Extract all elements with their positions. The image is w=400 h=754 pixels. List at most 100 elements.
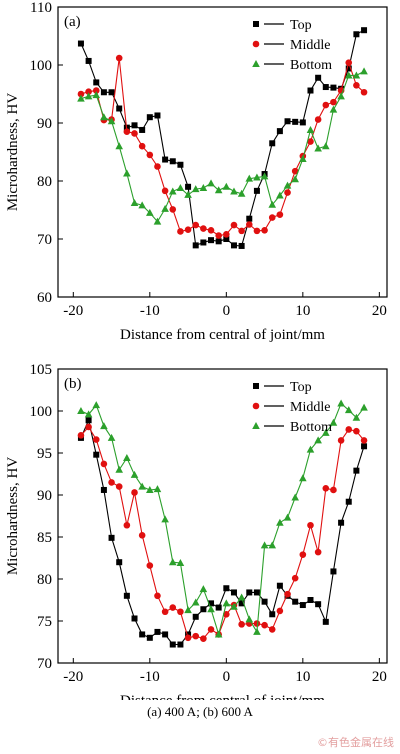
data-point — [200, 225, 207, 232]
data-point — [162, 631, 169, 638]
data-point — [268, 214, 276, 221]
data-point — [253, 589, 260, 596]
data-point — [199, 585, 208, 593]
y-tick-label: 90 — [37, 488, 52, 504]
y-tick-label: 75 — [37, 614, 52, 630]
y-axis-label: Microhardness, HV — [5, 457, 21, 575]
data-point — [115, 142, 124, 150]
data-point — [223, 585, 230, 592]
y-tick-label: 100 — [30, 58, 53, 74]
data-point — [223, 231, 230, 238]
data-point — [123, 454, 131, 462]
data-point — [330, 98, 337, 106]
series-line — [80, 402, 365, 637]
data-point — [177, 161, 184, 168]
series-top — [77, 417, 368, 648]
data-point — [283, 181, 292, 189]
data-point — [215, 238, 222, 245]
data-point — [168, 187, 177, 195]
data-point — [115, 465, 124, 473]
data-point — [131, 130, 138, 137]
data-point — [245, 174, 254, 182]
data-point — [361, 443, 368, 450]
data-point — [77, 407, 85, 414]
data-point — [330, 84, 337, 91]
data-point — [238, 227, 245, 235]
data-point — [268, 200, 277, 208]
chart-panel-1: 60 70 80 90 100 110 -20 -10 0 10 20 Distance from c… — [5, 0, 388, 343]
x-tick-label: -20 — [63, 303, 83, 319]
x-tick-label: -10 — [140, 669, 160, 685]
data-point — [307, 597, 314, 603]
legend-entry-bottom: Bottom — [290, 420, 332, 435]
data-point — [330, 486, 337, 494]
data-point — [307, 87, 314, 94]
data-point — [199, 183, 208, 191]
data-point — [77, 90, 85, 98]
data-point — [330, 568, 337, 575]
data-point — [100, 460, 108, 468]
data-point — [146, 485, 154, 493]
data-point — [192, 221, 200, 229]
data-point — [138, 482, 146, 490]
data-point — [284, 118, 291, 125]
x-axis-label: Distance from central of joint/mm — [120, 693, 325, 700]
data-point — [260, 172, 269, 180]
data-point — [139, 126, 146, 133]
data-point — [222, 599, 231, 607]
data-point — [292, 598, 299, 605]
data-point — [138, 532, 146, 539]
data-point — [292, 118, 299, 125]
data-point — [154, 112, 161, 119]
data-point — [261, 227, 268, 234]
legend-entry-top: Top — [290, 18, 312, 33]
legend-entry-bottom: Bottom — [290, 58, 332, 73]
data-point — [291, 493, 299, 501]
data-point — [222, 182, 231, 190]
data-point — [284, 189, 291, 196]
data-point — [116, 559, 123, 566]
data-point — [169, 206, 177, 213]
data-point — [329, 418, 338, 426]
data-point — [276, 191, 284, 199]
data-point — [191, 598, 200, 606]
data-point — [276, 518, 284, 526]
data-point — [161, 204, 169, 212]
data-point — [138, 142, 146, 150]
series-bottom — [77, 399, 368, 638]
x-tick-label: 20 — [372, 669, 387, 685]
data-point — [315, 74, 322, 81]
data-point — [92, 401, 101, 409]
data-point — [207, 227, 215, 234]
data-point — [185, 183, 192, 190]
y-tick-label: 100 — [30, 404, 53, 420]
data-point — [246, 215, 253, 222]
data-point — [184, 190, 192, 198]
series-line — [80, 57, 365, 237]
data-point — [291, 175, 299, 183]
data-point — [321, 428, 330, 436]
data-point — [238, 600, 245, 607]
data-point — [261, 598, 268, 605]
data-point — [168, 558, 177, 566]
data-point — [115, 54, 123, 62]
data-point — [100, 422, 108, 430]
x-tick-label: -10 — [140, 303, 160, 319]
data-point — [276, 128, 283, 135]
data-point — [184, 634, 192, 642]
data-point — [85, 417, 92, 424]
data-point — [169, 604, 177, 611]
data-point — [123, 592, 130, 599]
data-point — [291, 167, 299, 175]
x-tick-label: 0 — [223, 303, 231, 319]
data-point — [123, 169, 131, 177]
y-tick-label: 60 — [37, 290, 52, 306]
x-tick-label: 20 — [372, 303, 387, 319]
data-point — [322, 101, 330, 109]
watermark: ©有色金属在线 — [317, 736, 394, 749]
data-point — [207, 626, 215, 633]
data-point — [146, 562, 154, 569]
legend-marker — [252, 60, 260, 67]
y-tick-label: 80 — [37, 174, 52, 190]
